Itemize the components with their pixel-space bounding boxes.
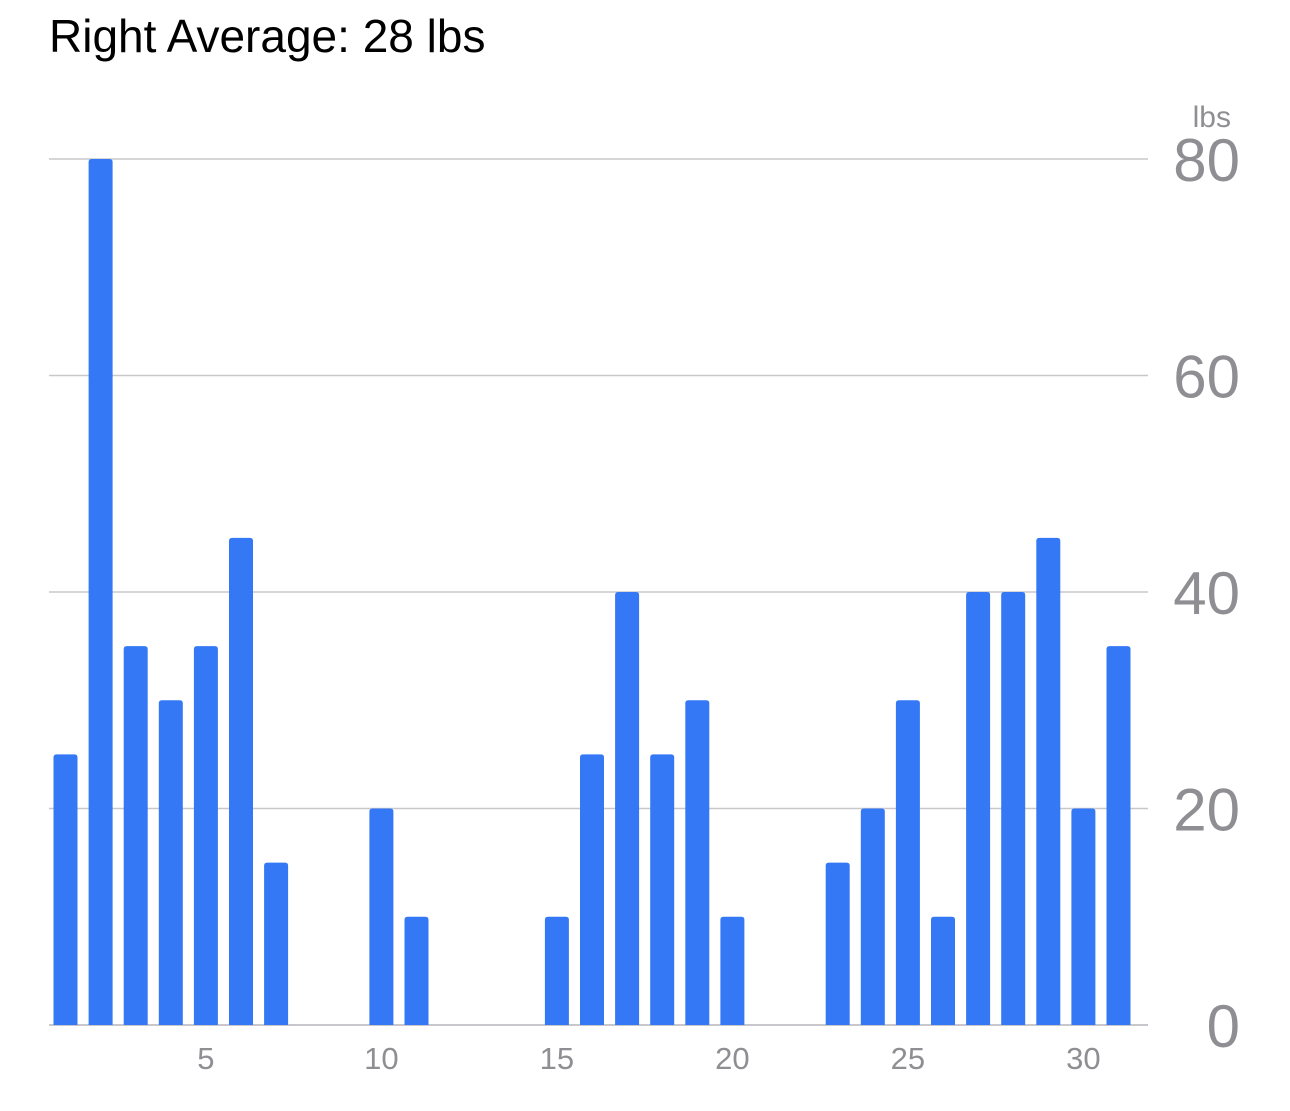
bar-day-15 bbox=[544, 916, 569, 1025]
x-tick-label: 15 bbox=[540, 1041, 574, 1076]
bar-day-10 bbox=[369, 808, 394, 1025]
bar-day-31 bbox=[1106, 646, 1131, 1025]
x-axis-tick-labels: 5 10 15 20 25 30 bbox=[197, 1041, 1100, 1076]
bar-day-4 bbox=[158, 700, 183, 1025]
bar-day-3 bbox=[123, 646, 148, 1025]
bar-day-2 bbox=[88, 159, 113, 1025]
bar-day-20 bbox=[720, 916, 745, 1025]
bar-day-16 bbox=[580, 754, 604, 1025]
x-tick-label: 20 bbox=[715, 1041, 749, 1076]
bar-day-17 bbox=[615, 592, 640, 1025]
bar-day-30 bbox=[1071, 808, 1096, 1025]
y-tick-label: 20 bbox=[1173, 777, 1240, 844]
bar-day-26 bbox=[931, 916, 955, 1025]
bar-day-11 bbox=[404, 916, 429, 1025]
bar-day-7 bbox=[264, 862, 289, 1025]
bar-day-25 bbox=[895, 700, 920, 1025]
bar-day-5 bbox=[193, 646, 218, 1025]
bar-day-28 bbox=[1001, 592, 1026, 1025]
y-tick-label: 0 bbox=[1207, 993, 1240, 1060]
bar-day-27 bbox=[966, 592, 991, 1025]
y-tick-label: 60 bbox=[1173, 344, 1240, 411]
y-axis-tick-labels: 0 20 40 60 80 bbox=[1173, 127, 1240, 1060]
bars bbox=[53, 159, 1131, 1025]
y-tick-label: 80 bbox=[1173, 127, 1240, 194]
x-tick-label: 25 bbox=[891, 1041, 925, 1076]
bar-day-1 bbox=[53, 754, 78, 1025]
bar-day-18 bbox=[650, 754, 675, 1025]
bar-day-29 bbox=[1036, 537, 1061, 1025]
bar-day-23 bbox=[825, 862, 850, 1025]
bar-day-6 bbox=[229, 537, 253, 1025]
chart-title: Right Average: 28 lbs bbox=[49, 10, 486, 62]
x-tick-label: 10 bbox=[364, 1041, 398, 1076]
bar-day-19 bbox=[685, 700, 710, 1025]
x-tick-label: 30 bbox=[1066, 1041, 1100, 1076]
x-tick-label: 5 bbox=[197, 1041, 214, 1076]
y-axis-unit-label: lbs bbox=[1193, 101, 1231, 134]
bar-day-24 bbox=[860, 808, 885, 1025]
y-tick-label: 40 bbox=[1173, 560, 1240, 627]
